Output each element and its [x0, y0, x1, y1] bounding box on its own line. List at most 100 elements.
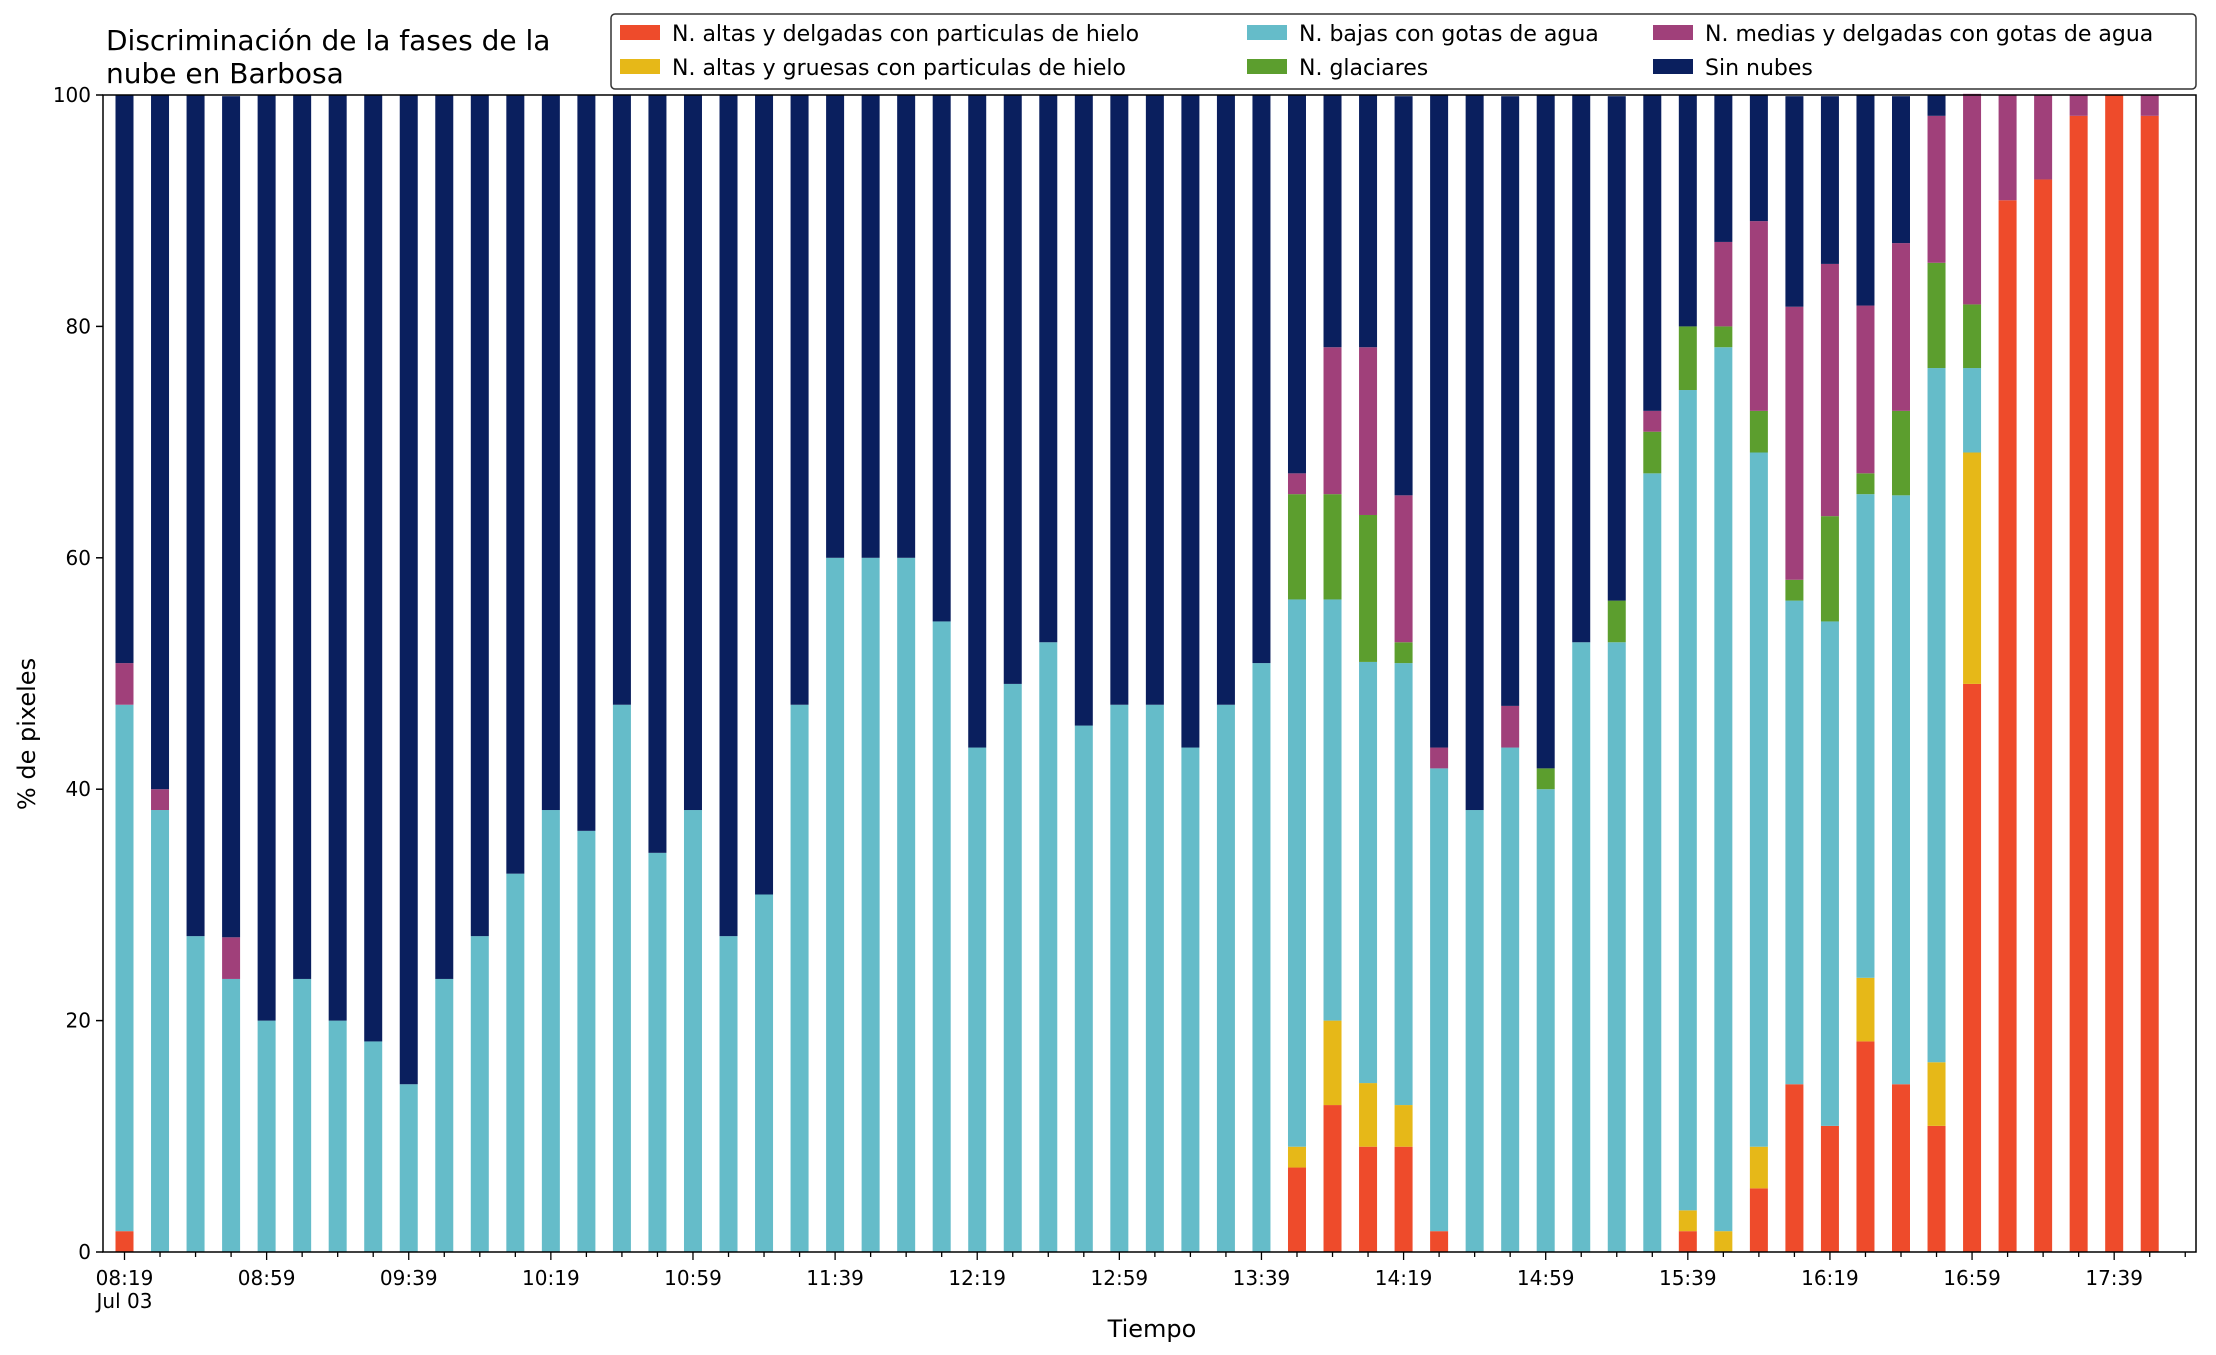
bar-segment-3-46 — [1749, 410, 1768, 453]
bar-segment-1-49 — [1856, 977, 1875, 1042]
bar-segment-4-55 — [2069, 95, 2088, 116]
bar-segment-5-10 — [470, 95, 489, 937]
bar-segment-2-41 — [1572, 642, 1591, 1252]
bar-segment-2-25 — [1003, 683, 1022, 1252]
bar-segment-1-44 — [1678, 1210, 1697, 1232]
bar-segment-3-42 — [1607, 600, 1626, 643]
x-tick-label: 12:59 — [1091, 1266, 1149, 1290]
x-date-label: Jul 03 — [95, 1289, 153, 1313]
bar-segment-3-43 — [1643, 431, 1662, 474]
bar-segment-1-51 — [1927, 1062, 1946, 1126]
bar-segment-0-56 — [2105, 95, 2124, 1252]
bar-segment-2-15 — [648, 852, 667, 1252]
bar-segment-5-12 — [541, 95, 560, 811]
bar-segment-4-35 — [1359, 347, 1378, 515]
bar-segment-2-2 — [186, 936, 205, 1252]
bar-segment-0-54 — [2034, 179, 2053, 1253]
bar-segment-5-9 — [435, 95, 454, 979]
bar-segment-2-17 — [719, 936, 738, 1252]
y-tick-label: 20 — [66, 1009, 91, 1033]
bar-segment-2-48 — [1820, 621, 1839, 1126]
bar-segment-5-36 — [1394, 96, 1413, 496]
bar-segment-5-8 — [399, 95, 418, 1085]
bar-segment-2-8 — [399, 1084, 418, 1252]
bar-segment-4-53 — [1998, 95, 2017, 201]
bar-segment-3-50 — [1892, 410, 1910, 496]
bar-segment-2-49 — [1856, 494, 1875, 978]
bar-segment-0-35 — [1359, 1146, 1378, 1252]
bar-segment-2-45 — [1714, 347, 1733, 1232]
bar-segment-0-46 — [1749, 1188, 1768, 1252]
bar-segment-4-39 — [1501, 705, 1520, 748]
bar-segment-0-57 — [2140, 115, 2159, 1253]
bar-segment-2-24 — [968, 747, 987, 1252]
legend-swatch — [620, 25, 660, 40]
bar-segment-5-6 — [328, 95, 347, 1021]
bar-segment-5-46 — [1749, 95, 1768, 222]
bar-segment-5-3 — [222, 96, 241, 938]
chart-title-line-2: nube en Barbosa — [106, 57, 344, 90]
plot-frame — [102, 94, 2197, 1253]
bar-segment-2-30 — [1181, 747, 1200, 1252]
x-axis: 08:19 08:59 09:39 10:19 10:59 11:39 12:19 12:59… — [95, 1252, 2186, 1313]
legend-label: N. altas y gruesas con particulas de hie… — [672, 56, 1126, 81]
legend-box — [610, 13, 2197, 90]
bar-segment-3-33 — [1287, 494, 1306, 600]
bar-segment-1-35 — [1359, 1083, 1378, 1147]
bar-segment-3-47 — [1785, 579, 1804, 601]
bar-segment-0-0 — [115, 1231, 134, 1252]
bar-segment-5-30 — [1181, 95, 1200, 748]
bar-segment-0-48 — [1820, 1125, 1839, 1252]
x-tick-label: 14:59 — [1517, 1266, 1575, 1290]
bar-segment-5-42 — [1607, 96, 1626, 601]
x-tick-label: 15:39 — [1659, 1266, 1717, 1290]
bar-segment-0-37 — [1430, 1231, 1449, 1252]
bar-segment-4-48 — [1820, 263, 1839, 517]
bar-segment-2-33 — [1287, 599, 1306, 1147]
bar-segment-5-34 — [1323, 95, 1342, 348]
bar-segment-1-34 — [1323, 1020, 1342, 1106]
bar-segment-2-0 — [115, 704, 134, 1232]
legend-swatch — [1653, 59, 1693, 74]
bar-segment-5-40 — [1536, 95, 1555, 769]
bar-segment-5-29 — [1145, 95, 1164, 705]
x-axis-label: Tiempo — [1107, 1315, 1197, 1343]
x-tick-label: 14:19 — [1375, 1266, 1433, 1290]
bar-segment-4-1 — [151, 789, 170, 811]
bar-segment-2-18 — [755, 894, 774, 1252]
y-axis-label: % de pixeles — [13, 658, 41, 810]
bar-segment-5-22 — [897, 95, 916, 558]
bar-segment-2-9 — [435, 978, 454, 1252]
bar-segment-3-35 — [1359, 514, 1378, 662]
bar-segment-5-51 — [1927, 95, 1946, 116]
bar-segment-5-49 — [1856, 95, 1875, 306]
bar-segment-0-33 — [1287, 1167, 1306, 1252]
bar-segment-5-14 — [612, 95, 631, 705]
bar-segment-2-29 — [1145, 704, 1164, 1252]
bar-segment-5-41 — [1572, 95, 1591, 643]
bar-segment-5-28 — [1110, 95, 1129, 705]
bar-segment-2-42 — [1607, 642, 1626, 1252]
bar-segment-5-37 — [1430, 95, 1449, 748]
bar-segment-2-52 — [1963, 368, 1982, 453]
bar-segment-2-35 — [1359, 661, 1378, 1084]
bar-segment-2-21 — [861, 557, 880, 1252]
bar-segment-5-2 — [186, 95, 205, 937]
y-tick-label: 0 — [78, 1240, 91, 1264]
bar-segment-2-40 — [1536, 789, 1555, 1252]
bar-segment-5-43 — [1643, 95, 1662, 411]
legend-swatch — [1653, 25, 1693, 40]
bar-segment-1-45 — [1714, 1231, 1733, 1252]
bar-segment-5-11 — [506, 95, 525, 874]
legend-label: N. altas y delgadas con particulas de hi… — [672, 22, 1139, 47]
bar-segment-2-1 — [151, 810, 170, 1252]
bar-segment-5-17 — [719, 95, 738, 937]
x-tick-label: 16:19 — [1801, 1266, 1859, 1290]
bar-segment-2-14 — [612, 704, 631, 1252]
x-tick-label: 11:39 — [806, 1266, 864, 1290]
bar-segment-3-48 — [1820, 516, 1839, 622]
bar-segment-5-31 — [1216, 95, 1235, 705]
bar-segment-5-47 — [1785, 96, 1804, 307]
bar-segment-0-49 — [1856, 1041, 1875, 1252]
